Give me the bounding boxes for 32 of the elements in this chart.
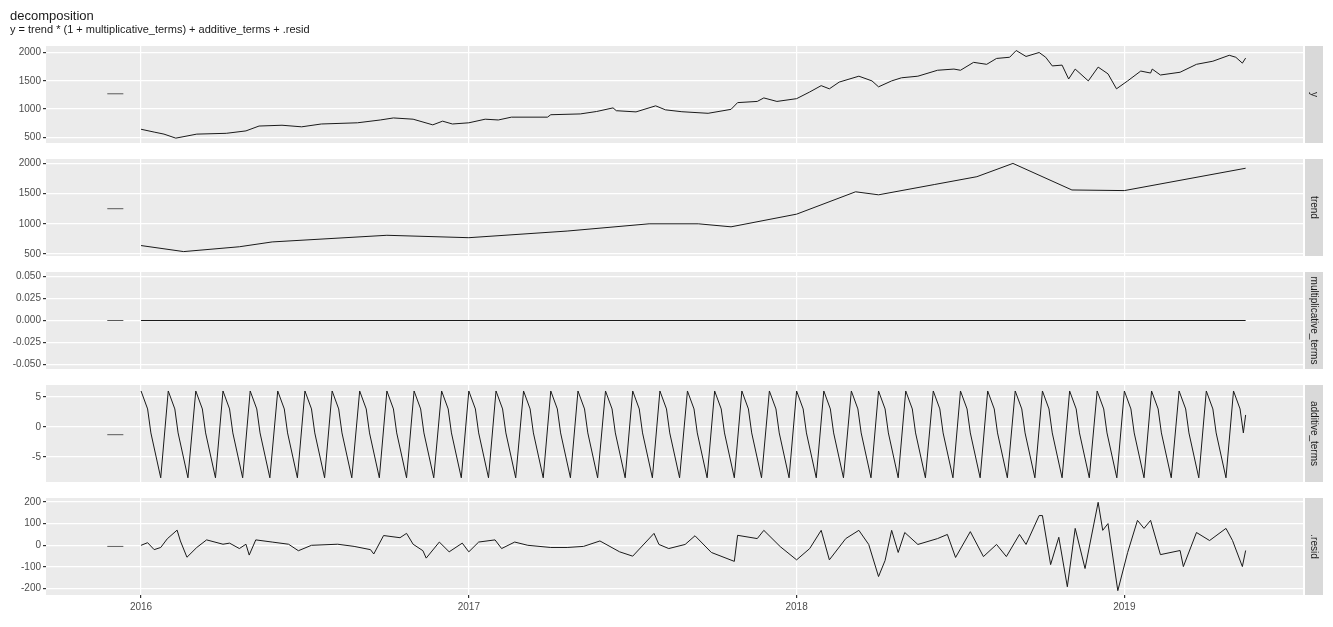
x-tick-label: 2018 — [785, 600, 809, 612]
y-tick-label: 200 — [24, 495, 42, 507]
x-tick-label: 2017 — [457, 600, 481, 612]
y-tick-label: 1500 — [18, 187, 42, 199]
y-tick-label: 0.000 — [15, 314, 42, 326]
x-tick-label: 2019 — [1113, 600, 1136, 612]
y-tick-label: 0 — [35, 539, 42, 551]
text: y — [1309, 92, 1321, 97]
text: additive_terms — [1309, 400, 1321, 467]
chart-subtitle: y = trend * (1 + multiplicative_terms) + additive_terms + .resid — [10, 23, 311, 35]
y-tick-label: -0.025 — [12, 336, 42, 348]
text: multiplicative_terms — [1309, 276, 1321, 365]
y-tick-label: -5 — [32, 450, 42, 462]
y-tick-label: 1000 — [18, 217, 42, 229]
y-tick-label: 1500 — [18, 74, 42, 86]
y-tick-label: 0.025 — [15, 292, 42, 304]
y-tick-label: 0 — [35, 420, 42, 432]
y-tick-label: -0.050 — [12, 358, 42, 370]
y-tick-label: 2000 — [18, 157, 42, 169]
y-tick-label: 2000 — [18, 46, 42, 58]
y-tick-label: 500 — [24, 247, 42, 259]
chart-title: decomposition — [10, 8, 95, 23]
y-tick-label: 5 — [35, 390, 42, 402]
text: .resid — [1309, 534, 1321, 559]
y-tick-label: 1000 — [18, 102, 42, 114]
x-tick-label: 2016 — [129, 600, 153, 612]
y-tick-label: -200 — [20, 582, 42, 594]
y-tick-label: -100 — [20, 560, 42, 572]
y-tick-label: 100 — [24, 517, 42, 529]
text: trend — [1309, 196, 1321, 219]
y-tick-label: 500 — [24, 131, 42, 143]
y-tick-label: 0.050 — [15, 270, 42, 282]
